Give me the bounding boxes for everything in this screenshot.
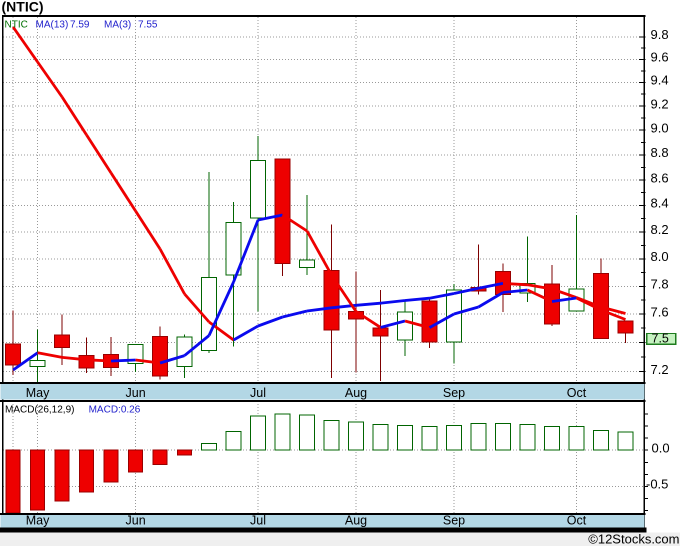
svg-text:(NTIC): (NTIC)	[2, 0, 44, 14]
svg-text:May: May	[26, 514, 50, 528]
svg-text:8.2: 8.2	[651, 222, 669, 237]
svg-text:NTIC: NTIC	[5, 20, 28, 31]
svg-text:Sep: Sep	[443, 386, 465, 400]
svg-text:May: May	[26, 386, 50, 400]
svg-text:9.6: 9.6	[651, 50, 669, 65]
svg-text:MA(13): MA(13)	[36, 20, 69, 31]
svg-text:MA(3): MA(3)	[104, 20, 131, 31]
svg-text:7.55: 7.55	[138, 20, 158, 31]
svg-text:Jul: Jul	[250, 514, 266, 528]
svg-text:8.6: 8.6	[651, 170, 669, 185]
svg-text:-0.5: -0.5	[646, 477, 668, 492]
svg-text:MACD:0.26: MACD:0.26	[89, 405, 141, 416]
svg-text:Jun: Jun	[126, 386, 146, 400]
svg-text:7.2: 7.2	[651, 362, 669, 377]
svg-text:Oct: Oct	[567, 514, 587, 528]
svg-text:Jun: Jun	[126, 514, 146, 528]
svg-text:8.0: 8.0	[651, 249, 669, 264]
svg-text:8.4: 8.4	[651, 196, 669, 211]
svg-text:7.8: 7.8	[651, 277, 669, 292]
svg-text:Sep: Sep	[443, 514, 465, 528]
svg-text:9.0: 9.0	[651, 120, 669, 135]
svg-text:©12Stocks.com: ©12Stocks.com	[588, 531, 679, 546]
svg-text:MACD(26,12,9): MACD(26,12,9)	[5, 405, 74, 416]
svg-text:7.5: 7.5	[652, 332, 669, 346]
svg-text:9.8: 9.8	[651, 27, 669, 42]
svg-text:Aug: Aug	[345, 514, 367, 528]
svg-text:Jul: Jul	[250, 386, 266, 400]
svg-text:Aug: Aug	[345, 386, 367, 400]
svg-text:7.6: 7.6	[651, 304, 669, 319]
svg-text:9.4: 9.4	[651, 73, 669, 88]
svg-text:9.2: 9.2	[651, 96, 669, 111]
svg-text:Oct: Oct	[567, 386, 587, 400]
svg-text:7.59: 7.59	[70, 20, 90, 31]
svg-text:8.8: 8.8	[651, 145, 669, 160]
svg-text:0.0: 0.0	[652, 440, 670, 455]
